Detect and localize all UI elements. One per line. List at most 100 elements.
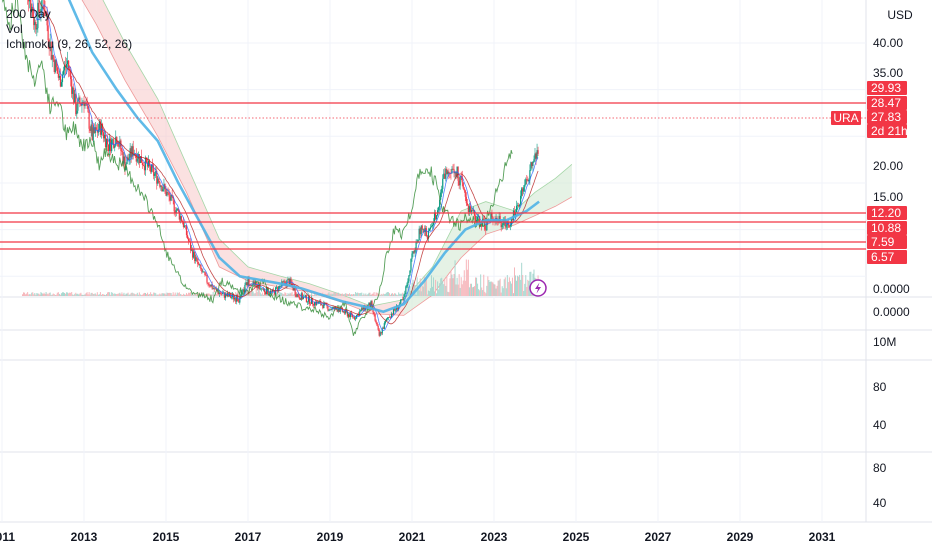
pane-label-4: 80	[873, 461, 887, 475]
candle-body-497	[531, 162, 533, 167]
candle-body-330	[360, 310, 362, 312]
pane-label-3: 40	[873, 418, 887, 432]
volume-bar-53	[76, 293, 78, 296]
volume-bar-238	[265, 294, 267, 296]
volume-bar-72	[95, 294, 97, 296]
candle-body-269	[297, 294, 299, 297]
candle-body-68	[91, 124, 93, 141]
candle-body-192	[218, 292, 220, 295]
volume-bar-362	[393, 294, 395, 296]
volume-bar-446	[479, 290, 481, 296]
candle-body-376	[407, 281, 409, 285]
candle-body-24	[46, 15, 48, 26]
volume-bar-279	[307, 292, 309, 296]
volume-bar-126	[151, 294, 153, 296]
volume-bar-27	[49, 292, 51, 296]
time-tick-3: 2017	[235, 530, 262, 544]
candle-body-408	[440, 192, 442, 200]
volume-bar-451	[484, 291, 486, 296]
volume-bar-261	[289, 292, 291, 296]
time-tick-9: 2029	[727, 530, 754, 544]
candle-body-290	[319, 301, 321, 303]
volume-bar-237	[264, 293, 266, 296]
volume-bar-96	[120, 294, 122, 296]
candle-body-83	[106, 138, 109, 145]
volume-bar-60	[83, 294, 85, 296]
candle-body-431	[463, 188, 465, 191]
volume-bar-59	[82, 294, 84, 296]
candle-body-80	[103, 134, 106, 139]
candle-body-225	[252, 281, 254, 285]
candle-body-371	[402, 299, 404, 300]
volume-bar-448	[481, 287, 483, 296]
candle-body-129	[154, 173, 156, 176]
legend-item-ichimoku[interactable]: Ichimoku (9, 26, 52, 26)	[6, 37, 133, 51]
indicator-legend: 200 Day Vol Ichimoku (9, 26, 52, 26)	[6, 7, 132, 52]
volume-bar-367	[398, 292, 400, 296]
candle-body-117	[141, 162, 144, 165]
volume-bar-461	[494, 284, 496, 296]
candle-body-64	[87, 105, 89, 113]
volume-bar-182	[208, 293, 210, 296]
candle-body-197	[223, 292, 226, 298]
candle-body-216	[243, 289, 245, 293]
candle-body-186	[212, 288, 214, 289]
volume-bar-235	[262, 294, 264, 296]
candle-body-363	[393, 308, 396, 311]
price-level-lines[interactable]	[0, 102, 866, 250]
flash-icon[interactable]	[529, 279, 547, 297]
volume-bar-38	[60, 293, 62, 296]
volume-bar-390	[421, 285, 423, 296]
candle-body-226	[253, 281, 255, 285]
volume-bar-301	[330, 293, 332, 296]
candle-body-154	[179, 216, 181, 220]
volume-bar-361	[392, 293, 394, 296]
volume-bar-16	[38, 293, 40, 296]
candle-body-152	[177, 208, 179, 212]
volume-bar-492	[526, 286, 528, 296]
candle-body-35	[57, 73, 59, 78]
candle-body-15	[37, 2, 39, 29]
candle-body-100	[124, 156, 126, 171]
candle-body-79	[102, 132, 105, 139]
legend-item-200-day[interactable]: 200 Day	[6, 7, 51, 21]
volume-bar-394	[425, 279, 427, 296]
volume-bar-41	[64, 292, 66, 296]
candle-body-483	[516, 205, 519, 206]
volume-bar-468	[501, 286, 503, 296]
volume-bar-130	[155, 293, 157, 296]
candle-body-384	[415, 242, 417, 251]
candle-body-279	[307, 296, 310, 302]
volume-bar-79	[102, 294, 104, 296]
volume-bar-333	[363, 293, 365, 296]
volume-bar-166	[192, 293, 194, 296]
volume-bar-262	[290, 293, 292, 296]
volume-bar-236	[263, 294, 265, 296]
candle-body-121	[145, 157, 148, 163]
candle-body-413	[445, 168, 447, 179]
volume-bar-369	[400, 293, 402, 296]
volume-bar-141	[166, 292, 168, 296]
candle-body-149	[174, 211, 176, 213]
volume-bar-494	[528, 281, 530, 296]
legend-item-vol[interactable]: Vol	[6, 22, 23, 36]
volume-bar-321	[351, 294, 353, 296]
volume-bar-12	[34, 293, 36, 296]
volume-bar-152	[177, 293, 179, 296]
volume-bar-398	[429, 288, 431, 296]
volume-bar-223	[250, 291, 252, 296]
volume-bar-210	[237, 289, 239, 296]
candle-body-309	[338, 309, 340, 312]
currency-label[interactable]: USD	[887, 8, 913, 22]
candle-body-259	[287, 279, 289, 281]
candle-body-403	[434, 212, 437, 220]
candle-body-26	[48, 39, 50, 50]
volume-bar-488	[522, 275, 524, 296]
candle-body-367	[398, 306, 400, 310]
price-level-label-4-bg	[867, 235, 907, 249]
candle-body-97	[121, 150, 123, 152]
volume-bar-436	[468, 287, 470, 296]
volume-bar-470	[503, 279, 505, 296]
candle-body-479	[512, 210, 515, 220]
volume-bar-305	[334, 292, 336, 296]
